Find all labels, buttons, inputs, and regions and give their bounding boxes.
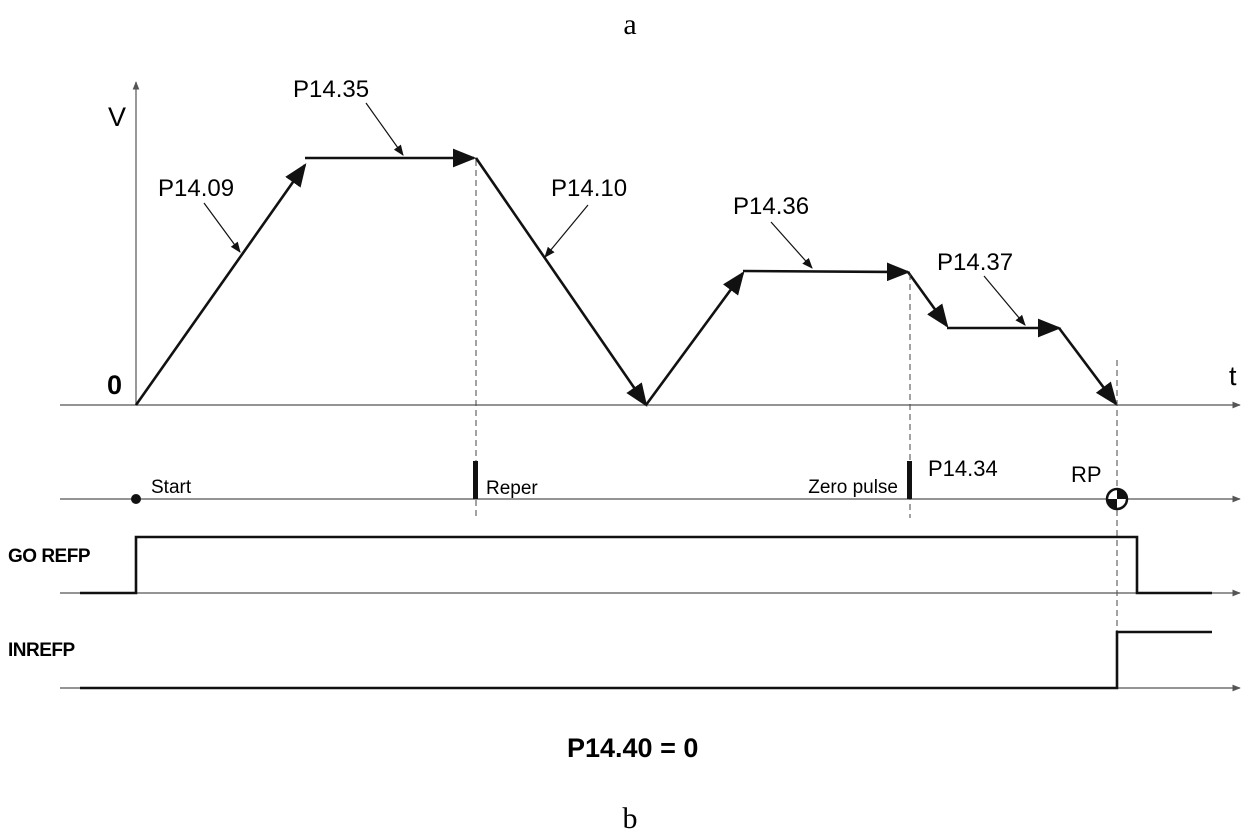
- velocity-profile: [134, 148, 1118, 407]
- zero-pulse-marker: [907, 461, 912, 499]
- v-axis-label: V: [108, 102, 126, 132]
- pointer-fast-speed: [365, 102, 404, 156]
- zero-pulse-label: Zero pulse: [808, 477, 898, 498]
- setting-label: P14.40 = 0: [567, 733, 698, 763]
- caption-bottom: b: [623, 802, 638, 834]
- caption-top: a: [623, 8, 636, 41]
- start-label: Start: [151, 477, 192, 498]
- label-acc: P14.09: [158, 175, 234, 202]
- label-fast-speed: P14.35: [293, 76, 369, 103]
- rp-target-icon: [1105, 487, 1129, 511]
- pointer-acc: [203, 202, 241, 253]
- offset-label: P14.34: [928, 456, 998, 481]
- go-refp-label: GO REFP: [8, 546, 91, 567]
- pointer-final-speed: [983, 275, 1026, 326]
- go-refp-signal: [80, 535, 1212, 595]
- inrefp-signal: [80, 630, 1212, 690]
- reper-marker: [473, 461, 478, 499]
- label-dec: P14.10: [551, 175, 627, 202]
- rp-label: RP: [1071, 462, 1102, 487]
- pointer-slow-speed: [770, 221, 813, 269]
- pointer-dec: [544, 204, 589, 258]
- start-marker: [131, 494, 141, 504]
- reper-label: Reper: [486, 478, 538, 499]
- label-final-speed: P14.37: [937, 249, 1013, 276]
- origin-label: 0: [107, 370, 122, 400]
- inrefp-label: INREFP: [8, 640, 76, 661]
- t-axis-label: t: [1229, 361, 1237, 391]
- label-slow-speed: P14.36: [733, 193, 809, 220]
